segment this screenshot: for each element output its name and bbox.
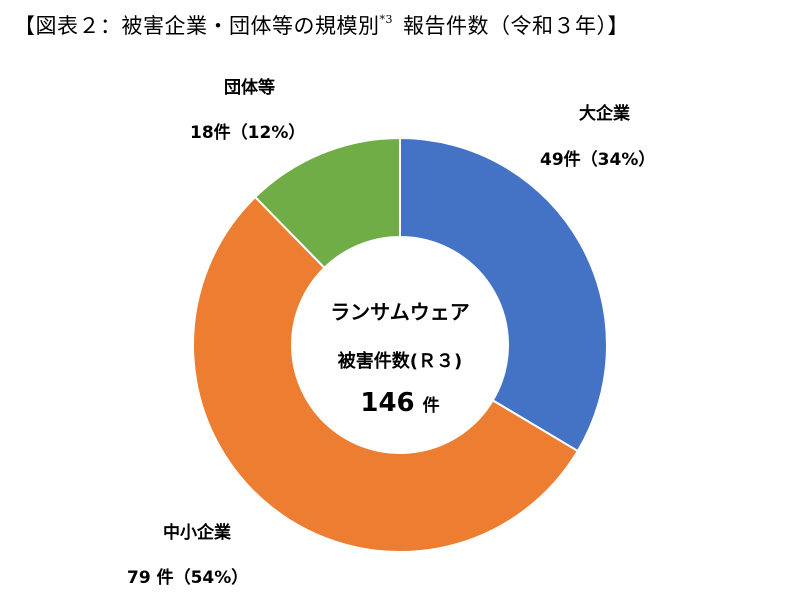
chart-title: 【図表２：被害企業・団体等の規模別*3 報告件数（令和３年）】 [14,10,629,40]
slice-label-organizations-value: 18件（12%） [190,123,306,143]
center-total-value: 146 [360,388,415,418]
center-label-damage-count: 被害件数(Ｒ３) [337,351,463,372]
slice-label-large-enterprise-value: 49件（34%） [540,150,656,170]
center-total-unit: 件 [422,396,440,416]
slice-label-organizations-name: 団体等 [224,78,275,98]
slice-sme [192,195,580,553]
chart-title-suffix: 報告件数（令和３年）】 [403,14,629,38]
title-footnote-marker: *3 [379,13,393,26]
slice-label-sme-name: 中小企業 [163,523,231,543]
slice-organizations [253,136,401,270]
center-total: 146 件 [300,388,500,418]
slice-large-enterprise [399,136,608,453]
chart-title-text: 【図表２：被害企業・団体等の規模別 [14,14,380,38]
slice-label-large-enterprise-name: 大企業 [579,104,630,124]
slice-label-sme-value: 79 件（54%） [127,568,249,588]
center-label-ransomware: ランサムウェア [330,300,470,324]
